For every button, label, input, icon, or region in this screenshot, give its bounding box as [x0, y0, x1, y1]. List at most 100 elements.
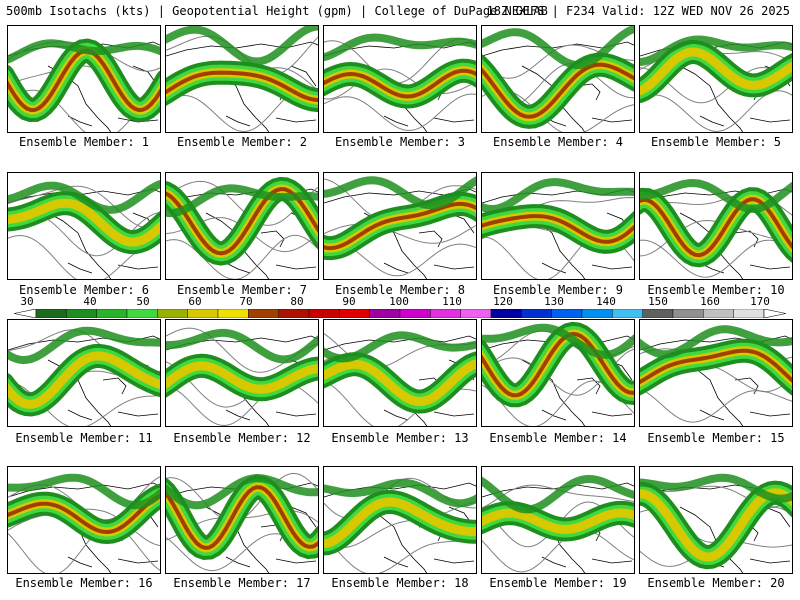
height-contour — [324, 501, 476, 549]
colorbar-swatch — [733, 309, 765, 318]
ensemble-member-caption: Ensemble Member: 20 — [647, 576, 785, 590]
isotach-band — [482, 26, 634, 70]
isotach-map-11 — [8, 326, 160, 426]
isotach-band — [324, 201, 476, 251]
colorbar-swatch — [521, 309, 552, 318]
ensemble-member-caption: Ensemble Member: 9 — [492, 283, 624, 297]
ensemble-member-caption: Ensemble Member: 6 — [18, 283, 150, 297]
header: 500mb Isotachs (kts) | Geopotential Heig… — [6, 3, 796, 19]
ensemble-member-caption: Ensemble Member: 4 — [492, 135, 624, 149]
ensemble-member-caption: Ensemble Member: 10 — [647, 283, 785, 297]
colorbar-swatch — [339, 309, 370, 318]
colorbar-tick-label: 120 — [493, 295, 513, 308]
height-contour — [8, 524, 160, 573]
ensemble-panel-11 — [7, 319, 161, 427]
height-contour — [8, 185, 160, 229]
colorbar-swatch — [399, 309, 431, 318]
colorbar-swatch — [612, 309, 643, 318]
ensemble-panel-17 — [165, 466, 319, 574]
isotach-band — [8, 351, 160, 409]
isotach-band — [8, 494, 160, 535]
isotach-band — [482, 331, 634, 398]
colorbar-swatch — [187, 309, 219, 318]
ensemble-member-caption: Ensemble Member: 1 — [18, 135, 150, 149]
isotach-band — [166, 328, 318, 364]
ensemble-member-caption: Ensemble Member: 15 — [647, 431, 785, 445]
colorbar-swatch — [551, 309, 583, 318]
height-contour — [482, 529, 634, 573]
isotach-band — [324, 176, 476, 210]
ensemble-member-caption: Ensemble Member: 12 — [173, 431, 311, 445]
ensemble-panel-20 — [639, 466, 793, 574]
isotach-map-2 — [166, 26, 318, 132]
colorbar-labels: 30 40 50 60 70 80 90 100 110 120 130 140 150 160 170 — [14, 296, 794, 308]
isotach-band — [324, 33, 476, 62]
height-contour — [324, 68, 476, 100]
ensemble-member-caption: Ensemble Member: 2 — [176, 135, 308, 149]
colorbar-tick-label: 60 — [188, 295, 202, 308]
isotach-band — [8, 198, 160, 247]
isotach-map-14 — [482, 321, 634, 426]
isotach-map-1 — [8, 38, 160, 132]
isotach-band — [166, 184, 318, 218]
ensemble-member-caption: Ensemble Member: 13 — [331, 431, 469, 445]
ensemble-panel-8 — [323, 172, 477, 280]
isotach-map-10 — [640, 178, 792, 279]
ensemble-panel-19 — [481, 466, 635, 574]
ensemble-panel-10 — [639, 172, 793, 280]
ensemble-member-caption: Ensemble Member: 18 — [331, 576, 469, 590]
colorbar-swatch — [248, 309, 279, 318]
isotach-band — [166, 361, 318, 394]
colorbar-swatch — [35, 309, 67, 318]
colorbar-swatch — [308, 309, 340, 318]
ensemble-member-caption: Ensemble Member: 19 — [489, 576, 627, 590]
height-contour — [640, 388, 792, 423]
isotach-band — [324, 497, 476, 549]
isotach-band — [640, 325, 792, 359]
colorbar-tick-label: 110 — [442, 295, 462, 308]
ensemble-panel-1 — [7, 25, 161, 133]
isotach-map-8 — [324, 176, 476, 279]
isotach-band — [166, 26, 318, 66]
isotach-band — [324, 331, 476, 363]
ensemble-member-caption: Ensemble Member: 11 — [15, 431, 153, 445]
colorbar-swatch — [66, 309, 97, 318]
colorbar-tick-label: 70 — [239, 295, 253, 308]
colorbar-tick-label: 50 — [136, 295, 150, 308]
colorbar-swatch — [157, 309, 188, 318]
ensemble-member-caption: Ensemble Member: 16 — [15, 576, 153, 590]
colorbar-swatch — [217, 309, 249, 318]
ensemble-panel-15 — [639, 319, 793, 427]
ensemble-member-caption: Ensemble Member: 5 — [650, 135, 782, 149]
colorbar-arrow-left — [14, 309, 37, 318]
colorbar-swatch — [369, 309, 401, 318]
ensemble-panel-16 — [7, 466, 161, 574]
colorbar-swatch — [126, 309, 158, 318]
colorbar-tick-label: 90 — [342, 295, 356, 308]
isotach-band — [8, 179, 160, 214]
colorbar-arrow-right — [763, 309, 786, 318]
colorbar-tick-label: 40 — [83, 295, 97, 308]
ensemble-panel-6 — [7, 172, 161, 280]
isotach-map-9 — [482, 178, 634, 279]
ensemble-panel-14 — [481, 319, 635, 427]
isotach-band — [324, 68, 476, 99]
isotach-map-20 — [640, 473, 792, 573]
isotach-band — [8, 39, 160, 64]
isotach-band — [482, 323, 634, 359]
isotach-map-4 — [482, 26, 634, 132]
isotach-map-13 — [324, 331, 476, 426]
header-title-left: 500mb Isotachs (kts) | Geopotential Heig… — [6, 4, 548, 18]
ensemble-panel-12 — [165, 319, 319, 427]
ensemble-panel-2 — [165, 25, 319, 133]
isotach-band — [482, 214, 634, 244]
colorbar-swatch — [460, 309, 492, 318]
isotach-band — [482, 508, 634, 535]
colorbar-swatch — [430, 309, 461, 318]
height-contour — [324, 223, 476, 244]
ensemble-panel-7 — [165, 172, 319, 280]
isotach-band — [482, 178, 634, 214]
height-contour — [166, 234, 318, 279]
isotach-band — [640, 35, 792, 67]
colorbar — [14, 309, 786, 318]
